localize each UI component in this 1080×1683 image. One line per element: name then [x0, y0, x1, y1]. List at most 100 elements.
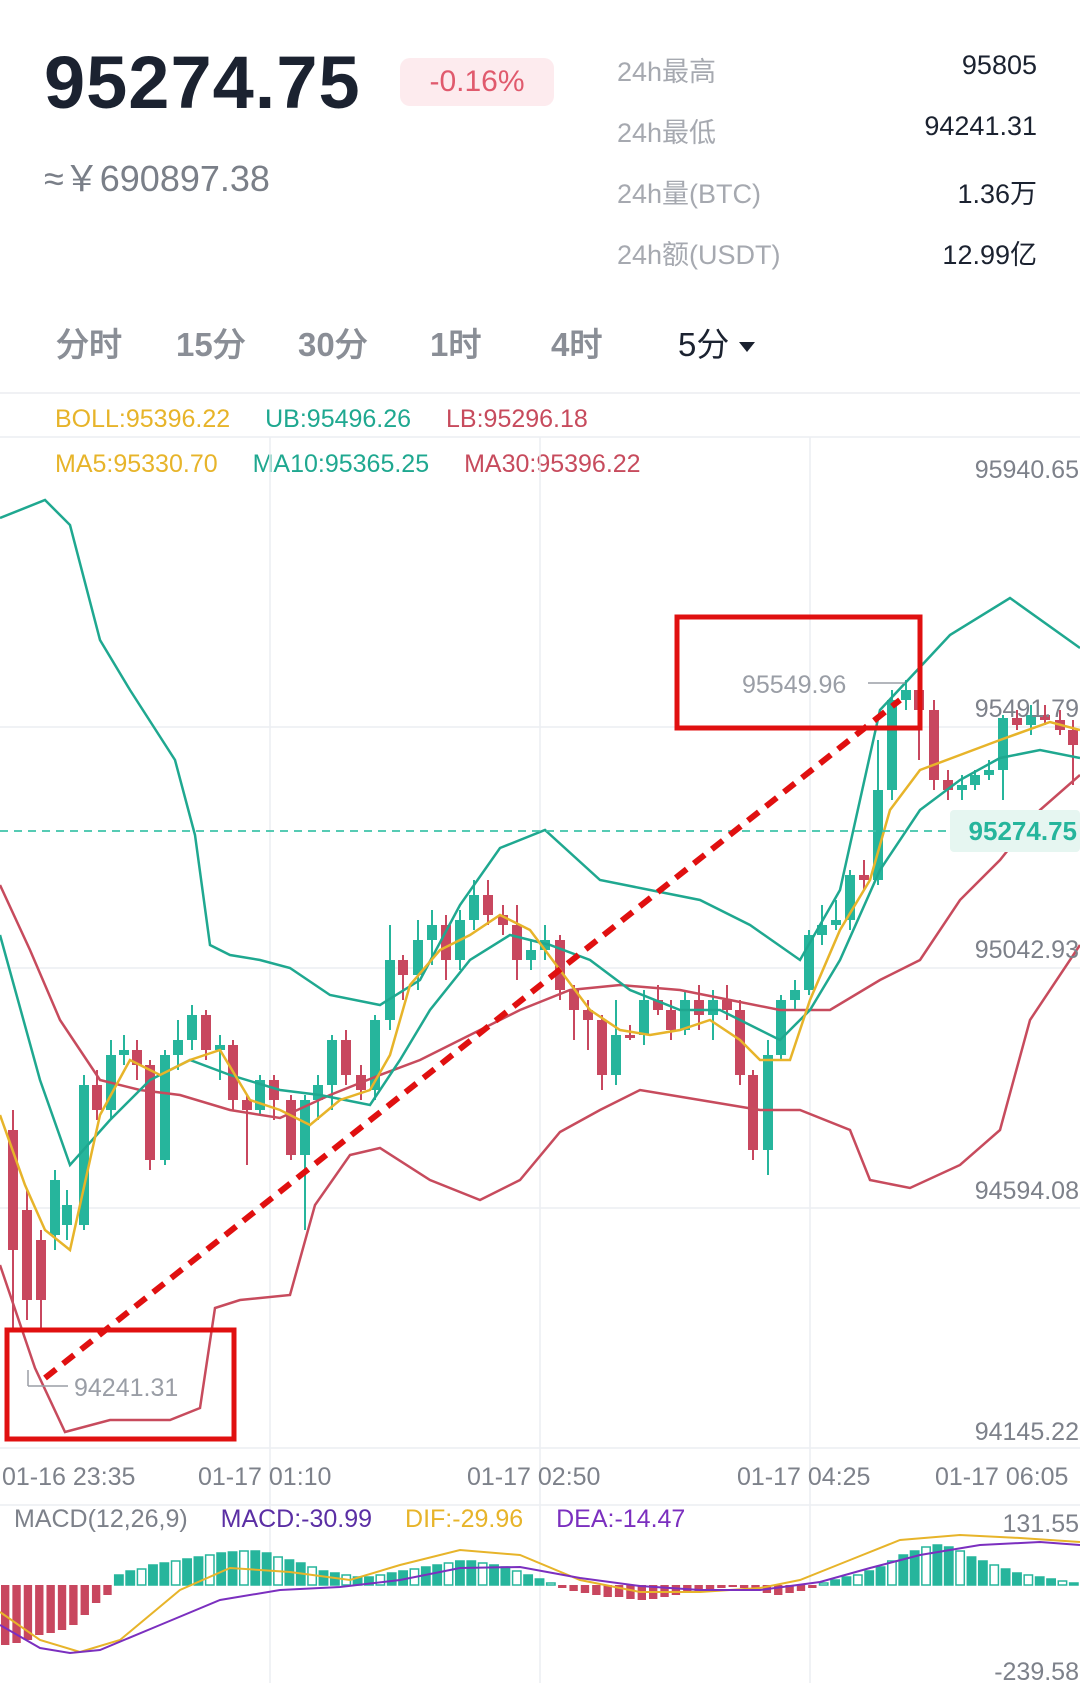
macd-bar — [864, 1570, 875, 1586]
candle-body — [286, 1100, 296, 1155]
tab-time-share[interactable]: 分时 — [56, 326, 122, 363]
macd-bar — [1068, 1582, 1079, 1586]
candle-body — [776, 1000, 786, 1055]
macd-bar — [671, 1585, 681, 1595]
macd-bar — [443, 1562, 454, 1586]
tab-5m[interactable]: 5分 — [678, 318, 756, 366]
price-tick: 95042.93 — [975, 936, 1079, 964]
macd-bar — [852, 1574, 863, 1586]
tab-30m[interactable]: 30分 — [298, 326, 368, 363]
macd-bar — [705, 1585, 715, 1589]
macd-bar — [1012, 1572, 1022, 1586]
macd-bar — [592, 1585, 601, 1595]
macd-bar — [69, 1585, 78, 1625]
stat-label: 24h量(BTC) — [617, 179, 762, 209]
candle-body — [748, 1075, 758, 1150]
candle-body — [831, 920, 841, 925]
candle-body — [597, 1020, 607, 1075]
macd-bar — [466, 1560, 477, 1586]
ub-value: UB:95496.26 — [265, 405, 412, 433]
candle-body — [804, 935, 814, 990]
macd-bar — [1057, 1580, 1068, 1586]
stat-value: 1.36万 — [957, 179, 1037, 209]
time-axis: 01-16 23:35 01-17 01:10 01-17 02:50 01-1… — [2, 1463, 1068, 1491]
interval-tabs: 分时 15分 30分 1时 4时 5分 — [0, 318, 1080, 370]
macd-bar — [386, 1572, 397, 1586]
macd-axis-top: 131.55 — [1003, 1510, 1079, 1538]
macd-bar — [558, 1585, 567, 1588]
macd-bar — [489, 1564, 499, 1586]
macd-bar — [1023, 1574, 1034, 1586]
macd-bar — [80, 1585, 89, 1615]
macd-bar — [148, 1564, 158, 1586]
price-tick: 95491.79 — [975, 695, 1079, 723]
macd-bar — [739, 1585, 749, 1588]
candle-body — [62, 1205, 72, 1225]
ub-line — [0, 498, 1080, 1007]
macd-bar — [977, 1560, 988, 1586]
candle-body — [998, 718, 1008, 770]
price-axis: 95940.65 95491.79 95042.93 94594.08 9414… — [975, 456, 1079, 1446]
macd-bar — [204, 1554, 215, 1586]
candle-body — [694, 1000, 704, 1015]
macd-axis-bottom: -239.58 — [994, 1658, 1079, 1683]
candle-body — [970, 775, 980, 785]
high-marker-label: 95549.96 — [742, 671, 846, 699]
macd-bar — [898, 1554, 909, 1586]
candle-body — [119, 1050, 129, 1055]
candle-body — [859, 875, 869, 880]
low-annotation-box — [4, 1327, 237, 1442]
tab-4h[interactable]: 4时 — [551, 326, 603, 363]
candle-body — [242, 1100, 252, 1110]
high-annotation-box — [674, 614, 923, 731]
macd-bar — [875, 1566, 886, 1586]
candle-body — [611, 1035, 621, 1075]
candle-body — [327, 1040, 337, 1085]
macd-bar — [125, 1570, 136, 1586]
macd-bar — [886, 1560, 897, 1586]
candle-body — [708, 1000, 718, 1015]
macd-bar — [603, 1585, 612, 1597]
ma10-value: MA10:95365.25 — [252, 450, 430, 478]
macd-bar — [35, 1585, 44, 1635]
candle-body — [269, 1080, 279, 1100]
current-price-tag-bg — [950, 810, 1080, 852]
macd-bar — [170, 1560, 181, 1586]
candle-body — [385, 960, 395, 1020]
macd-bar — [626, 1585, 635, 1599]
candle-body — [215, 1045, 225, 1050]
trend-annotation-line — [43, 697, 902, 1381]
macd-bar — [12, 1585, 21, 1643]
macd-bar — [432, 1564, 443, 1586]
macd-bar — [580, 1585, 590, 1593]
change-badge: -0.16% — [400, 58, 554, 106]
macd-bar — [909, 1550, 920, 1586]
kline-chart[interactable]: 95274.75 95940.65 95491.79 95042.93 9459… — [0, 400, 1080, 1683]
macd-bar — [364, 1576, 374, 1586]
stat-value: 94241.31 — [924, 111, 1037, 141]
macd-bar — [511, 1570, 522, 1586]
dif-line — [0, 1533, 1080, 1654]
macd-bar — [955, 1550, 966, 1586]
candle-body — [666, 1010, 676, 1030]
candle-body — [469, 895, 479, 920]
caret-down-icon — [739, 342, 756, 353]
time-tick: 01-17 01:10 — [198, 1463, 331, 1491]
tab-1h[interactable]: 1时 — [430, 326, 482, 363]
macd-histogram — [1, 1544, 1079, 1645]
candle-body — [160, 1055, 170, 1160]
candle-body — [313, 1085, 323, 1100]
ma5-line — [0, 720, 1080, 1253]
macd-bar — [717, 1585, 726, 1588]
candle-body — [512, 925, 522, 960]
candle-body — [984, 770, 994, 775]
candle-body — [300, 1100, 310, 1155]
tab-15m[interactable]: 15分 — [176, 326, 246, 363]
boll-legend: BOLL:95396.22 UB:95496.26 LB:95296.18 — [55, 405, 616, 434]
candle-body — [957, 785, 967, 790]
candle-body — [427, 925, 437, 940]
stat-high: 24h最高 95805 — [617, 50, 1037, 111]
candle-body — [145, 1065, 155, 1160]
candles — [8, 680, 1078, 1330]
candle-body — [901, 690, 911, 700]
